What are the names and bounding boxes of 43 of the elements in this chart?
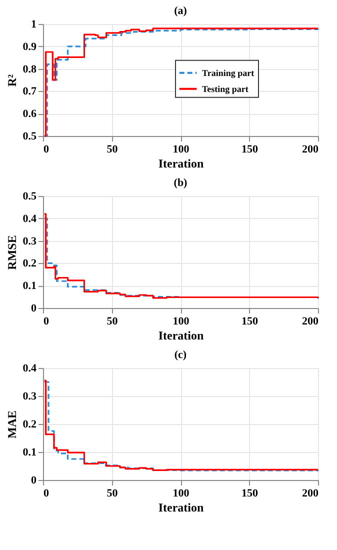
- x-axis-title: Iteration: [158, 156, 204, 170]
- y-axis-title: MAE: [4, 410, 19, 438]
- y-tick-label: 0.2: [22, 258, 37, 270]
- y-tick-label: 0.6: [22, 108, 37, 120]
- y-tick-label: 0: [31, 302, 37, 314]
- y-tick-label: 1: [31, 18, 36, 30]
- x-axis-title: Iteration: [158, 328, 204, 342]
- x-tick-label: 0: [44, 144, 50, 156]
- x-tick-label: 200: [302, 316, 319, 328]
- y-tick-label: 0.2: [22, 418, 37, 430]
- x-tick-label: 50: [106, 144, 118, 156]
- x-tick-label: 100: [172, 488, 190, 500]
- chart-title: (a): [174, 5, 188, 17]
- y-tick-label: 0.7: [22, 86, 37, 98]
- y-tick-label: 0.4: [22, 212, 37, 225]
- x-tick-label: 200: [302, 488, 319, 500]
- y-axis-title: RMSE: [4, 235, 19, 270]
- x-tick-label: 50: [106, 316, 118, 328]
- x-tick-label: 200: [302, 144, 319, 156]
- y-tick-label: 0.1: [22, 280, 36, 292]
- legend-label: Testing part: [202, 84, 248, 94]
- y-tick-label: 0.9: [22, 40, 37, 53]
- chart-title: (c): [174, 349, 187, 361]
- legend-label: Training part: [202, 68, 254, 78]
- y-tick-label: 0.5: [22, 190, 37, 202]
- chart-title: (b): [174, 177, 188, 189]
- x-tick-label: 100: [172, 144, 190, 156]
- x-tick-label: 0: [44, 316, 50, 328]
- y-tick-label: 0.8: [22, 63, 37, 76]
- y-tick-label: 0.4: [22, 362, 37, 374]
- x-tick-label: 150: [242, 488, 258, 500]
- x-tick-label: 150: [242, 316, 258, 328]
- y-tick-label: 0.5: [22, 130, 37, 142]
- y-tick-label: 0.3: [22, 235, 37, 248]
- x-tick-label: 0: [44, 488, 50, 500]
- x-tick-label: 100: [172, 316, 190, 328]
- y-tick-label: 0.1: [22, 446, 36, 458]
- y-axis-title: R²: [4, 74, 19, 87]
- x-axis-title: Iteration: [158, 500, 204, 514]
- x-tick-label: 50: [106, 488, 118, 500]
- y-tick-label: 0.3: [22, 390, 37, 402]
- y-tick-label: 0: [31, 474, 37, 486]
- x-tick-label: 150: [242, 144, 258, 156]
